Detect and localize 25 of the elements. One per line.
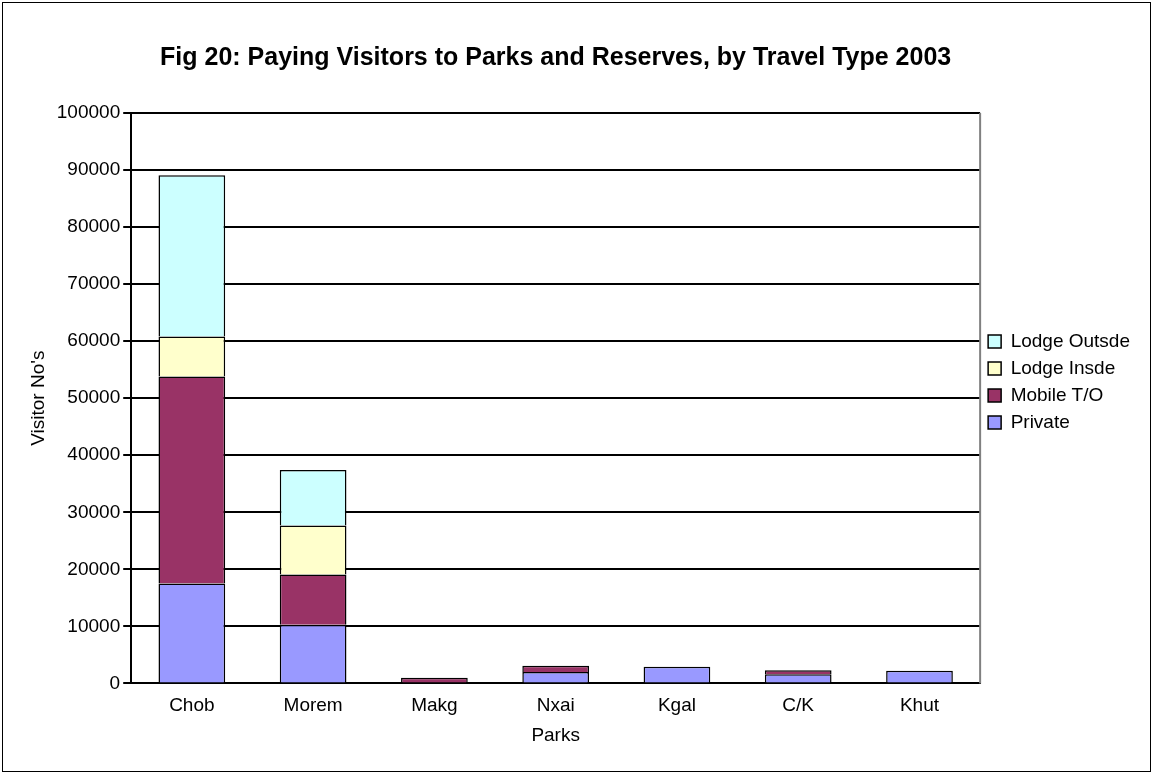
chart-title: Fig 20: Paying Visitors to Parks and Reserves, by Travel Type 2003 — [160, 41, 952, 70]
y-tick-label: 50000 — [67, 386, 121, 408]
legend-label: Lodge Insde — [1010, 356, 1116, 378]
y-axis-title: Visitor No's — [26, 350, 48, 446]
x-tick-label: Nxai — [536, 694, 575, 716]
legend-label: Mobile T/O — [1010, 383, 1104, 405]
y-tick-label: 10000 — [67, 614, 121, 636]
y-tick-label: 30000 — [67, 500, 121, 522]
y-tick-label: 20000 — [67, 557, 121, 579]
y-tick-label: 60000 — [67, 329, 121, 351]
y-tick-label: 100000 — [56, 101, 121, 123]
legend-label: Lodge Outsde — [1010, 329, 1130, 351]
y-tick-label: 90000 — [67, 158, 121, 180]
legend-label: Private — [1010, 410, 1070, 432]
x-tick-label: Chob — [169, 694, 215, 716]
y-tick-label: 70000 — [67, 272, 121, 294]
x-tick-label: Makg — [411, 694, 458, 716]
x-tick-label: Khut — [899, 694, 940, 716]
y-tick-label: 0 — [109, 671, 121, 693]
y-tick-label: 80000 — [67, 215, 121, 237]
x-tick-label: Morem — [283, 694, 343, 716]
y-tick-label: 40000 — [67, 443, 121, 465]
x-tick-label: Kgal — [657, 694, 696, 716]
x-tick-label: C/K — [782, 694, 815, 716]
x-axis-title: Parks — [531, 723, 580, 745]
